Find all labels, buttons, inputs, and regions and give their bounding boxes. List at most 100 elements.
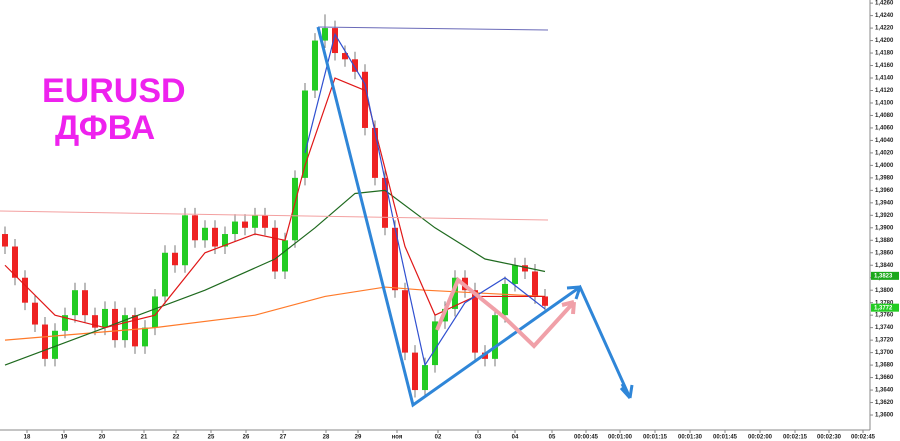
candle-body: [12, 246, 18, 278]
x-tick-label: 29: [355, 435, 362, 441]
candle-body: [502, 283, 508, 316]
y-tick-label: 1,4180: [875, 51, 894, 57]
candle-body: [102, 308, 108, 328]
candle-body: [22, 277, 28, 303]
candle-body: [52, 330, 58, 359]
candle-body: [432, 321, 438, 366]
y-tick-label: 1,3960: [875, 188, 894, 194]
y-tick-label: 1,3900: [875, 225, 894, 231]
x-tick-label: 18: [24, 435, 31, 441]
y-tick-label: 1,3980: [875, 175, 894, 181]
x-tick-label: 19: [61, 435, 68, 441]
x-tick-label: 02: [435, 435, 442, 441]
x-tick-label: 25: [208, 435, 215, 441]
candle-body: [212, 227, 218, 247]
candle-body: [352, 59, 358, 72]
y-tick-label: 1,4260: [875, 1, 894, 7]
candle-body: [142, 327, 148, 347]
y-tick-label: 1,3760: [875, 313, 894, 319]
arrow-head: [561, 300, 576, 315]
candle-body: [172, 252, 178, 266]
trend-line: [0, 210, 549, 221]
x-tick-label: 00:02:45: [851, 435, 876, 441]
y-tick-label: 1,3720: [875, 338, 894, 344]
pattern-arrow: [435, 276, 576, 349]
candle-body: [322, 28, 328, 41]
x-tick-label: 04: [512, 435, 519, 441]
x-tick-label: 21: [141, 435, 148, 441]
candle-body: [32, 302, 38, 325]
candle-body: [2, 234, 8, 247]
forecast-arrow: [316, 26, 632, 408]
price-tag-label: 1,3772: [874, 305, 893, 311]
moving-average: [4, 286, 546, 341]
candle-body: [402, 290, 408, 353]
candle-body: [42, 324, 48, 359]
moving-average: [4, 77, 545, 329]
x-tick-label: 05: [549, 435, 556, 441]
x-tick-label: 00:01:45: [713, 435, 738, 441]
y-tick-label: 1,3740: [875, 325, 894, 331]
candle-body: [62, 315, 68, 331]
y-tick-label: 1,3680: [875, 363, 894, 369]
x-tick-label: 00:00:45: [574, 435, 599, 441]
candle-body: [262, 215, 268, 228]
y-tick-label: 1,3840: [875, 263, 894, 269]
candle-body: [272, 227, 278, 272]
x-tick-label: 26: [243, 435, 250, 441]
x-tick-label: 20: [99, 435, 106, 441]
candle-body: [312, 40, 318, 91]
candle-body: [192, 215, 198, 241]
candle-body: [532, 271, 538, 297]
candle-body: [452, 277, 458, 309]
y-tick-label: 1,3940: [875, 200, 894, 206]
candle-body: [472, 290, 478, 353]
x-tick-label: 00:01:00: [608, 435, 633, 441]
x-tick-label: 27: [280, 435, 287, 441]
candle-body: [492, 315, 498, 359]
x-tick-label: 00:02:15: [783, 435, 808, 441]
marks: [2, 14, 548, 398]
method-label: ДФВА: [55, 109, 155, 147]
y-tick-label: 1,4060: [875, 126, 894, 132]
x-tick-label: 00:02:30: [817, 435, 842, 441]
candle-body: [152, 296, 158, 328]
candle-body: [242, 221, 248, 228]
candle-body: [342, 53, 348, 60]
candle-body: [542, 296, 548, 306]
y-tick-label: 1,3660: [875, 375, 894, 381]
price-tag: [871, 303, 899, 312]
candle-body: [222, 234, 228, 247]
x-tick-label: ноя: [392, 435, 403, 441]
y-tick-label: 1,4020: [875, 150, 894, 156]
candle-body: [412, 352, 418, 391]
candle-body: [512, 265, 518, 284]
price-tag: [871, 271, 899, 280]
candle-body: [162, 252, 168, 297]
moving-average: [304, 32, 546, 367]
x-tick-label: 28: [323, 435, 330, 441]
y-tick-label: 1,4200: [875, 38, 894, 44]
x-tick-label: 00:01:15: [643, 435, 668, 441]
candle-body: [122, 315, 128, 341]
x-tick-label: 00:01:30: [678, 435, 703, 441]
y-tick-label: 1,3880: [875, 238, 894, 244]
y-tick-label: 1,3860: [875, 250, 894, 256]
candle-body: [382, 177, 388, 228]
candle-body: [522, 265, 528, 272]
candle-body: [292, 177, 298, 241]
y-tick-label: 1,4080: [875, 113, 894, 119]
moving-average: [4, 189, 546, 366]
candle-body: [92, 315, 98, 328]
y-tick-label: 1,3620: [875, 400, 894, 406]
candle-body: [132, 315, 138, 347]
x-tick-label: 00:02:00: [748, 435, 773, 441]
candle-body: [82, 290, 88, 316]
y-tick-label: 1,4000: [875, 163, 894, 169]
candle-body: [392, 227, 398, 291]
y-tick-label: 1,4140: [875, 76, 894, 82]
y-tick-label: 1,4220: [875, 26, 894, 32]
y-tick-label: 1,4160: [875, 63, 894, 69]
y-tick-label: 1,3600: [875, 413, 894, 419]
y-tick-label: 1,3920: [875, 213, 894, 219]
